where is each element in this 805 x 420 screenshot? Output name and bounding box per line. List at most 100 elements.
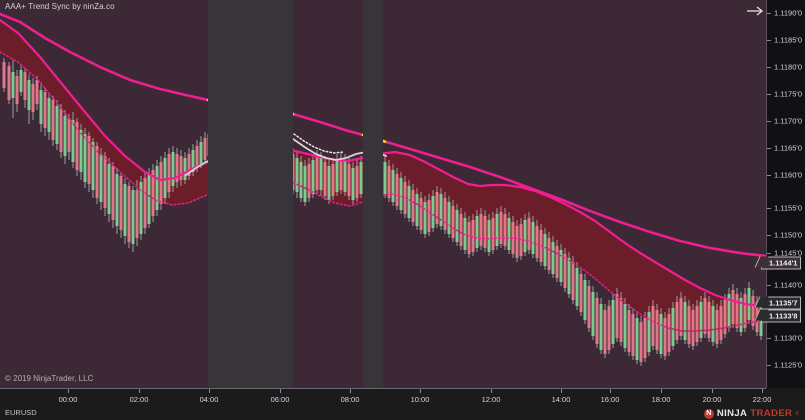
price-tick [767,208,771,209]
price-tick-label: 1.1150'0 [774,230,802,240]
time-tick-label: 00:00 [58,395,78,404]
candlestick [563,248,567,292]
candlestick [427,194,431,236]
candlestick [31,78,35,120]
price-tick-label: 1.1155'0 [774,203,802,213]
price-tick [767,235,771,236]
candlestick [739,292,743,336]
candlestick [555,240,559,282]
candlestick [623,298,627,352]
candlestick [599,298,603,354]
last-price-badge[interactable]: 1.1135'7 [761,296,802,310]
candlestick [411,184,415,226]
candlestick [395,168,399,210]
candlestick [187,148,191,180]
candlestick [747,282,751,324]
candlestick [571,256,575,304]
candlestick [431,190,435,232]
candlestick [647,306,651,356]
price-tick [767,13,771,14]
candlestick [11,60,15,118]
cloud-upper-band-line [0,18,766,309]
price-tick [767,148,771,149]
candlestick [475,210,479,252]
time-tick-label: 04:00 [199,395,219,404]
brand-name-trader: TRADER [750,408,793,419]
candlestick [491,212,495,254]
candlestick [135,180,139,246]
slow-ma-downtrend-segment [293,113,365,137]
candlestick [19,64,23,96]
candlestick [307,158,311,202]
candlestick [751,290,755,330]
candlestick [71,112,75,168]
candlestick [675,296,679,344]
candlestick [695,300,699,346]
candlestick [515,220,519,262]
candlestick [151,164,155,222]
candlestick [311,154,315,198]
price-tick-label: 1.1140'0 [774,280,802,290]
time-tick [209,389,210,393]
candlestick [387,160,391,202]
candlestick [479,208,483,250]
time-tick [661,389,662,393]
candlestick [299,156,303,202]
brand-trademark: ® [795,410,799,417]
session-shade-1 [208,0,293,388]
time-tick-label: 10:00 [410,395,430,404]
candlestick [39,82,43,132]
candlestick [583,274,587,324]
time-tick [762,389,763,393]
price-tick-label: 1.1170'0 [774,116,802,126]
price-tick-label: 1.1190'0 [774,8,802,18]
candlestick [663,312,667,360]
price-tick [767,67,771,68]
time-tick [139,389,140,393]
candlestick [183,152,187,184]
candlestick [683,296,687,344]
candlestick [451,200,455,242]
candlestick [51,96,55,146]
time-axis[interactable]: 00:00 02:00 04:00 06:00 08:00 10:00 12:00 14:00… [0,388,771,408]
candlestick [423,196,427,238]
candlestick [119,172,123,238]
price-tick-label: 1.1125'0 [774,360,802,370]
candlestick [63,110,67,164]
ma-price-badge[interactable]: 1.1144'1 [761,256,802,270]
candlestick [435,186,439,228]
price-axis[interactable]: 1.1190'0 1.1185'0 1.1180'0 1.1175'0 1.1170'0… [761,0,805,388]
candlestick [203,132,207,164]
time-tick [712,389,713,393]
candlestick [471,214,475,256]
candlestick [327,160,331,204]
candlestick [587,280,591,332]
candlestick [495,208,499,250]
candlestick [407,180,411,222]
candlestick [611,294,615,348]
chart-plot-area[interactable]: AAA+ Trend Sync by ninZa.co © 2019 Ninja… [0,0,766,388]
instrument-label: EURUSD [5,408,37,417]
candlestick [147,168,151,228]
candlestick [523,214,527,256]
candlestick [487,214,491,256]
candlestick [403,176,407,218]
bid-price-badge[interactable]: 1.1133'8 [761,309,802,323]
candlestick [159,156,163,210]
slow-moving-average-line [0,12,766,258]
candlestick [15,70,19,112]
candlestick [291,148,295,194]
candlestick [699,296,703,342]
candlestick [139,176,143,240]
price-tick [767,285,771,286]
candlestick [711,300,715,346]
price-chart-svg [0,12,766,366]
candlestick [7,62,11,104]
status-bar: EURUSD N NINJA TRADER ® [0,407,805,420]
candlestick [67,114,71,160]
candlestick [323,156,327,200]
candlestick [355,160,359,202]
candlestick [47,92,51,140]
candlestick [199,136,203,168]
